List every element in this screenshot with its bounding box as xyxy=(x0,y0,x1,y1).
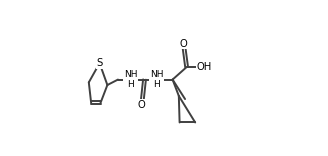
Text: NH
H: NH H xyxy=(124,70,137,89)
Text: O: O xyxy=(138,100,146,110)
Text: O: O xyxy=(180,39,187,49)
Text: OH: OH xyxy=(197,62,212,72)
Text: S: S xyxy=(96,58,103,68)
Text: NH
H: NH H xyxy=(150,70,164,89)
